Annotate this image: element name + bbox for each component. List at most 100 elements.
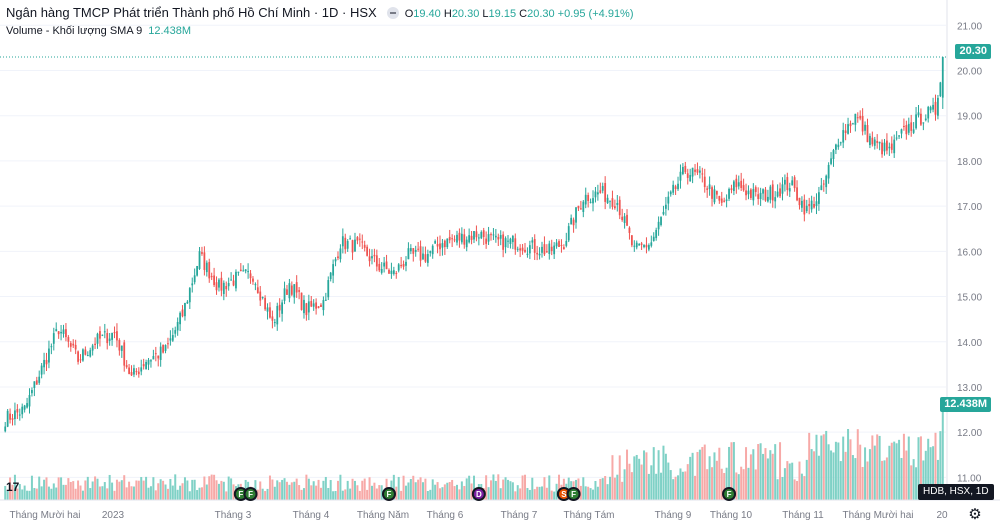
candle-body [893,139,896,154]
candle-body [31,389,33,394]
candle-body [837,144,840,148]
volume-bar [878,435,881,500]
candle-body [203,252,206,270]
candle-body [728,188,730,199]
candle-body [254,284,257,286]
candle-body [774,197,777,202]
volume-bar [300,489,303,500]
candle-body [536,252,539,255]
volume-bar [830,450,833,500]
candle-body [264,297,267,310]
candle-body [912,129,915,133]
volume-bar [890,442,893,500]
volume-bar [305,474,308,500]
volume-bar [261,488,264,500]
candle-body [159,346,162,360]
candle-body [72,343,75,346]
candle-body [152,355,155,360]
candle-body [771,184,774,201]
candle-body [599,190,602,193]
ohlc-values: O19.40 H20.30 L19.15 C20.30 +0.95 (+4.91… [405,8,634,20]
volume-bar [392,474,395,500]
symbol-title[interactable]: Ngân hàng TMCP Phát triển Thành phố Hồ C… [6,5,377,20]
volume-bar [696,451,699,500]
volume-bar [404,485,407,500]
volume-bar [18,484,21,500]
volume-bar [368,477,371,500]
candle-body [402,263,405,267]
candle-body [392,270,395,274]
volume-bar [26,490,29,500]
volume-bar [21,489,24,500]
candle-body [271,316,274,321]
volume-legend[interactable]: Volume - Khối lượng SMA 9 12.438M [6,25,191,37]
time-tick-label: Tháng Tám [564,510,615,521]
candle-body [698,170,701,173]
volume-bar [198,487,201,500]
candle-body [324,299,327,301]
candle-body [329,272,332,280]
time-tick-label: Tháng 4 [293,510,330,521]
volume-bar [548,475,551,500]
event-marker-inner [724,489,735,499]
candle-body [79,359,82,361]
candle-body [82,349,84,361]
candle-body [706,188,709,190]
candle-body [543,244,546,255]
time-tick-label: Tháng 6 [427,510,464,521]
close-label: C [519,8,528,20]
candle-body [426,253,429,263]
volume-bar [907,436,910,500]
candle-body [839,142,842,144]
event-marker-label: S [561,490,567,499]
candle-body [230,279,233,281]
volume-bar [215,480,218,500]
volume-bar [533,489,536,500]
volume-bar [723,472,726,500]
candle-body [613,206,616,209]
volume-bar [438,488,441,500]
candle-body [21,406,24,415]
volume-bar [446,482,449,500]
volume-bar [939,431,942,500]
candle-body [553,245,556,255]
candle-body [677,183,679,190]
candle-body [548,243,551,255]
volume-bar [171,485,174,500]
candle-body [288,283,291,299]
volume-bar [609,476,612,500]
candle-body [62,329,65,334]
candle-body [779,188,781,197]
candle-body [769,186,772,200]
candle-body [465,239,468,248]
candle-body [210,275,213,278]
candle-body [492,234,495,236]
collapse-icon[interactable] [386,7,399,19]
candle-body [332,264,335,276]
time-tick-label: 20 [936,510,948,521]
candle-body [924,118,927,121]
candle-body [667,196,670,204]
candle-body [38,376,41,383]
volume-bar [742,469,745,500]
volume-bar [618,455,621,500]
candle-body [4,426,7,432]
volume-bar [827,444,830,500]
tradingview-logo[interactable]: 17 [6,480,20,494]
candle-body [322,300,325,311]
candle-body [99,331,101,339]
candle-body [842,130,845,143]
volume-bar [460,481,463,500]
candle-body [208,262,211,279]
candle-body [225,286,228,290]
volume-legend-value: 12.438M [148,25,192,37]
volume-bar [458,489,461,500]
candle-body [120,345,123,351]
candle-body [596,192,599,195]
gear-icon[interactable]: ⚙ [968,506,982,523]
candle-body [662,211,665,215]
volume-bar [601,478,604,500]
candle-body [490,234,492,236]
volume-bar [55,487,58,500]
